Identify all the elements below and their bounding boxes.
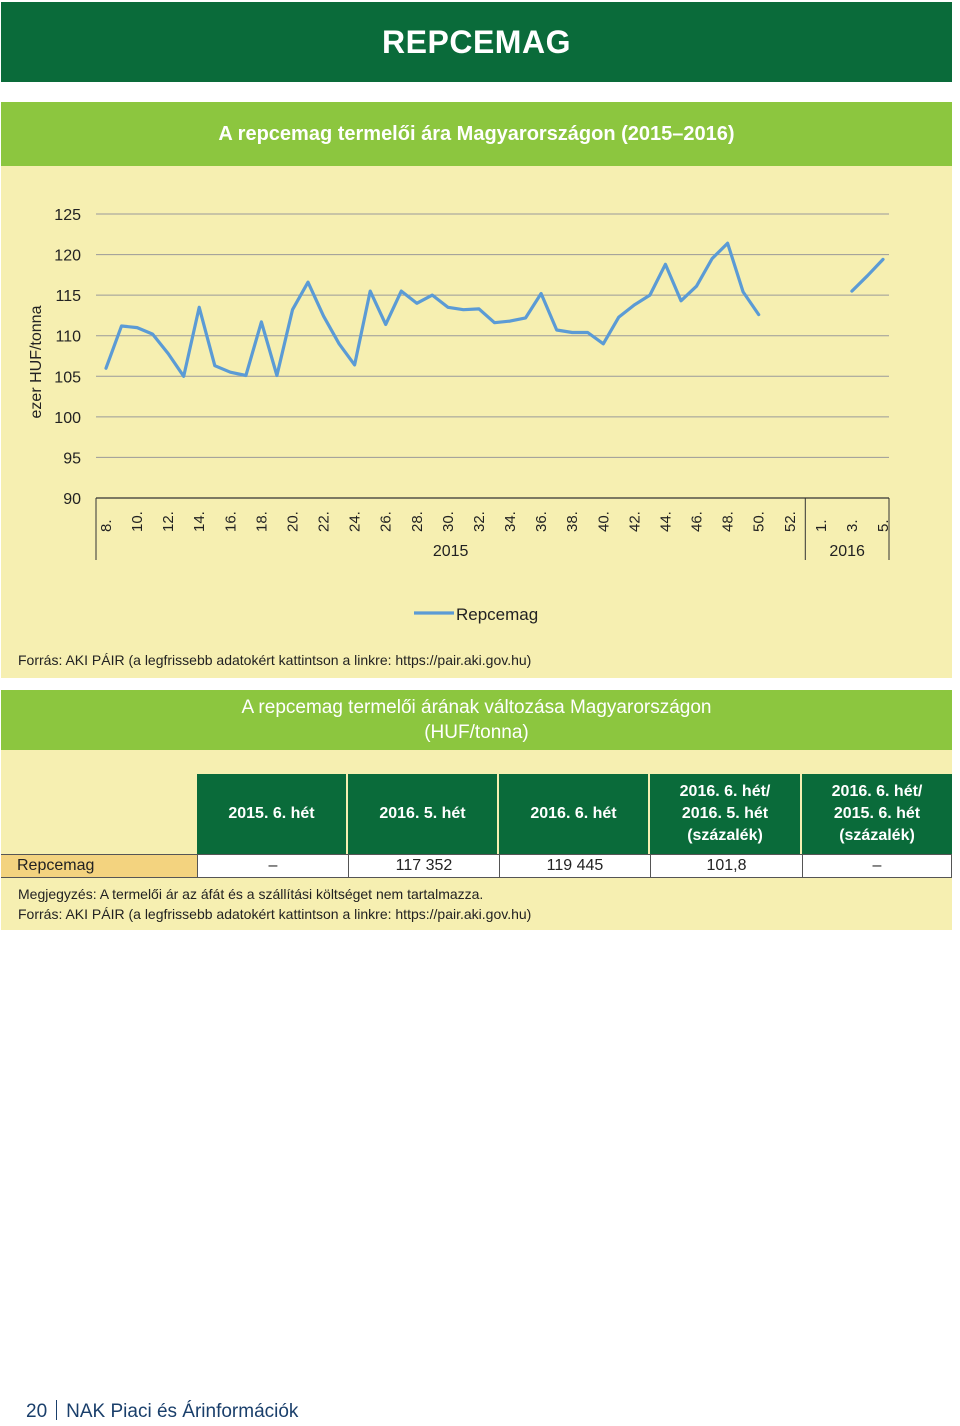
x-tick-label: 8. — [98, 519, 115, 532]
table-header-4-line-3: (százalék) — [687, 827, 763, 844]
x-tick-label: 50. — [751, 511, 768, 532]
y-tick-label: 95 — [63, 450, 81, 467]
table-header-2-line-1: 2016. 5. hét — [379, 805, 466, 822]
y-tick-label: 100 — [54, 410, 81, 427]
y-tick-label: 120 — [54, 248, 81, 265]
x-tick-label: 40. — [595, 511, 612, 532]
table-title-bar: A repcemag termelői árának változása Mag… — [1, 690, 952, 750]
chart-source-text[interactable]: Forrás: AKI PÁIR (a legfrissebb adatokér… — [18, 652, 532, 668]
x-tick-label: 12. — [160, 511, 177, 532]
y-tick-label: 105 — [54, 369, 81, 386]
price-line-chart: 90 95 100 105 110 115 120 125 ezer HUF/tonna 8. 10… — [28, 207, 892, 624]
x-tick-label: 1. — [813, 519, 830, 532]
page-title: REPCEMAG — [382, 23, 571, 60]
x-tick-label: 5. — [875, 519, 892, 532]
table-header-4-line-1: 2016. 6. hét/ — [679, 783, 771, 800]
y-axis-label: ezer HUF/tonna — [28, 305, 45, 418]
x-tick-label: 32. — [471, 511, 488, 532]
table-header-3: 2016. 6. hét — [499, 774, 650, 854]
table-cell: – — [802, 854, 952, 878]
page-footer: 20 NAK Piaci és Árinformációk — [26, 1400, 298, 1423]
x-tick-label: 26. — [378, 511, 395, 532]
legend-label-repcemag: Repcemag — [456, 605, 538, 624]
chart-title-bar: A repcemag termelői ára Magyarországon (… — [1, 102, 952, 166]
chart-panel: 90 95 100 105 110 115 120 125 ezer HUF/tonna 8. 10… — [1, 166, 952, 642]
x-group-label-2016: 2016 — [829, 543, 865, 560]
y-tick-label: 125 — [54, 207, 81, 224]
x-tick-label: 18. — [253, 511, 270, 532]
x-tick-label: 44. — [657, 511, 674, 532]
x-tick-label: 42. — [626, 511, 643, 532]
x-tick-label: 46. — [689, 511, 706, 532]
series-line-repcemag — [850, 257, 885, 293]
table-header-5-line-1: 2016. 6. hét/ — [831, 783, 923, 800]
table-header-2: 2016. 5. hét — [348, 774, 499, 854]
page-title-bar: REPCEMAG — [1, 2, 952, 82]
x-tick-label: 10. — [129, 511, 146, 532]
table-header-1-line-1: 2015. 6. hét — [228, 805, 315, 822]
table-header-1: 2015. 6. hét — [197, 774, 348, 854]
x-tick-label: 14. — [191, 511, 208, 532]
series-line-repcemag — [104, 241, 761, 378]
x-tick-label: 38. — [564, 511, 581, 532]
table-title-line1: A repcemag termelői árának változása Mag… — [241, 697, 712, 718]
table-title-line2: (HUF/tonna) — [424, 722, 529, 743]
x-tick-label: 22. — [316, 511, 333, 532]
table-header-5: 2016. 6. hét/ 2015. 6. hét (százalék) — [802, 774, 952, 854]
x-tick-label: 24. — [347, 511, 364, 532]
table-cell: 117 352 — [348, 854, 499, 878]
x-tick-label: 20. — [284, 511, 301, 532]
x-tick-label: 28. — [409, 511, 426, 532]
table-cell: 119 445 — [499, 854, 650, 878]
x-tick-label: 34. — [502, 511, 519, 532]
table-cell: – — [197, 854, 348, 878]
table-header-5-line-2: 2015. 6. hét — [833, 805, 921, 822]
table-cell: 101,8 — [650, 854, 802, 878]
x-tick-label: 3. — [844, 519, 861, 532]
publication-name: NAK Piaci és Árinformációk — [66, 1401, 299, 1422]
table-header-4-line-2: 2016. 5. hét — [681, 805, 769, 822]
x-group-label-2015: 2015 — [433, 543, 469, 560]
y-tick-label: 115 — [55, 288, 81, 305]
price-change-table: 2015. 6. hét 2016. 5. hét 2016. 6. hét 2… — [1, 750, 952, 930]
chart-title: A repcemag termelői ára Magyarországon (… — [218, 122, 735, 145]
page-number: 20 — [26, 1401, 48, 1422]
footer-divider — [56, 1400, 58, 1420]
y-tick-label: 110 — [55, 329, 81, 346]
y-tick-label: 90 — [63, 491, 81, 508]
x-tick-label: 16. — [222, 511, 239, 532]
table-source[interactable]: Forrás: AKI PÁIR (a legfrissebb adatokér… — [18, 906, 532, 922]
x-tick-label: 36. — [533, 511, 550, 532]
table-header-3-line-1: 2016. 6. hét — [530, 805, 617, 822]
x-tick-label: 30. — [440, 511, 457, 532]
table-header-5-line-3: (százalék) — [839, 827, 915, 844]
table-row-label: Repcemag — [1, 854, 197, 878]
table-header-4: 2016. 6. hét/ 2016. 5. hét (százalék) — [650, 774, 802, 854]
table-note: Megjegyzés: A termelői ár az áfát és a s… — [18, 886, 484, 902]
x-tick-label: 48. — [720, 511, 737, 532]
x-tick-label: 52. — [782, 511, 799, 532]
chart-source: Forrás: AKI PÁIR (a legfrissebb adatokér… — [1, 642, 952, 678]
